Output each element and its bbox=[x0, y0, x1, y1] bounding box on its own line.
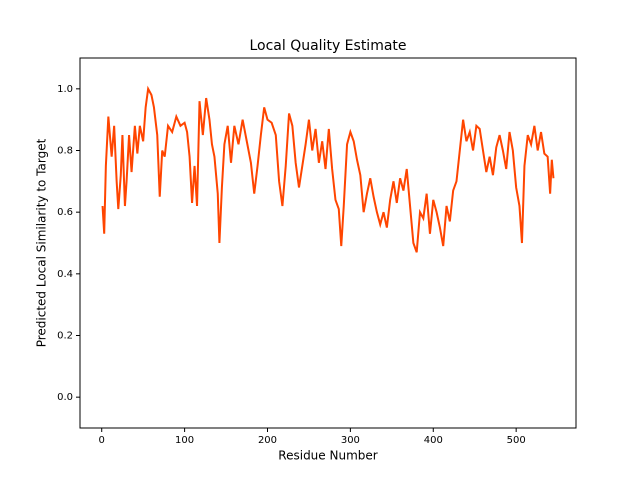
plot-frame bbox=[79, 57, 577, 429]
x-tick-label: 500 bbox=[507, 435, 526, 446]
x-tick-label: 400 bbox=[424, 435, 443, 446]
y-tick-label: 0.0 bbox=[57, 392, 73, 403]
y-tick-label: 0.4 bbox=[57, 269, 73, 280]
x-axis-label: Residue Number bbox=[278, 449, 377, 463]
y-tick-label: 0.2 bbox=[57, 331, 73, 342]
y-tick-label: 0.8 bbox=[57, 146, 73, 157]
x-tick-label: 200 bbox=[258, 435, 277, 446]
chart-title: Local Quality Estimate bbox=[249, 38, 406, 54]
y-tick-label: 1.0 bbox=[57, 84, 73, 95]
x-tick-label: 300 bbox=[341, 435, 360, 446]
y-tick-label: 0.6 bbox=[57, 207, 73, 218]
y-axis-label: Predicted Local Similarity to Target bbox=[35, 138, 49, 347]
data-line bbox=[101, 85, 555, 253]
x-tick-label: 0 bbox=[99, 435, 105, 446]
x-tick-label: 100 bbox=[175, 435, 194, 446]
